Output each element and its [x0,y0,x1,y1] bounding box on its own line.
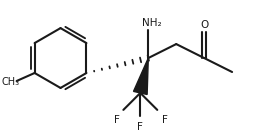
Text: CH₃: CH₃ [2,77,20,87]
Text: O: O [200,20,208,30]
Text: NH₂: NH₂ [143,18,162,28]
Text: F: F [162,115,168,125]
Text: F: F [114,115,120,125]
Text: F: F [137,122,143,132]
Polygon shape [134,58,148,95]
